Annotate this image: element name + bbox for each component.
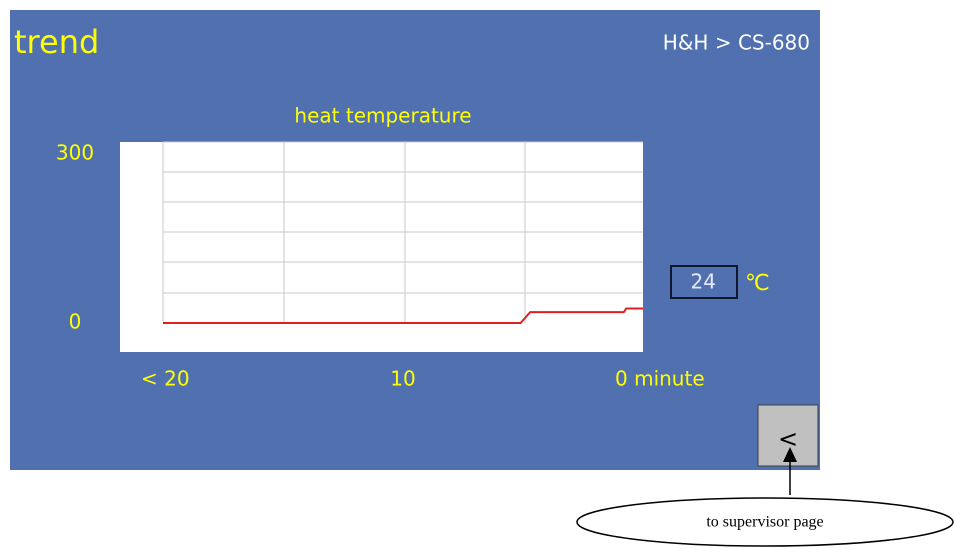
grid — [162, 141, 643, 323]
reading-value: 24 — [691, 270, 716, 294]
chart-title: heat temperature — [294, 104, 471, 128]
breadcrumb: H&H > CS-680 — [663, 31, 810, 55]
arrow-head — [783, 447, 797, 462]
x-tick-label: 10 — [390, 367, 415, 391]
page-title: trend — [14, 23, 99, 61]
plot-area — [120, 142, 643, 352]
callout-ellipse — [576, 497, 954, 547]
trend-line — [163, 307, 643, 324]
y-tick-label: 0 — [69, 310, 82, 334]
y-tick-label: 300 — [56, 141, 94, 165]
x-tick-label: < 20 — [141, 367, 190, 391]
reading-box — [670, 265, 738, 299]
button-label[interactable]: < — [778, 425, 798, 453]
x-tick-label: 0 minute — [615, 367, 705, 391]
callout-text: to supervisor page — [706, 514, 823, 531]
reading-unit: ℃ — [745, 271, 770, 296]
